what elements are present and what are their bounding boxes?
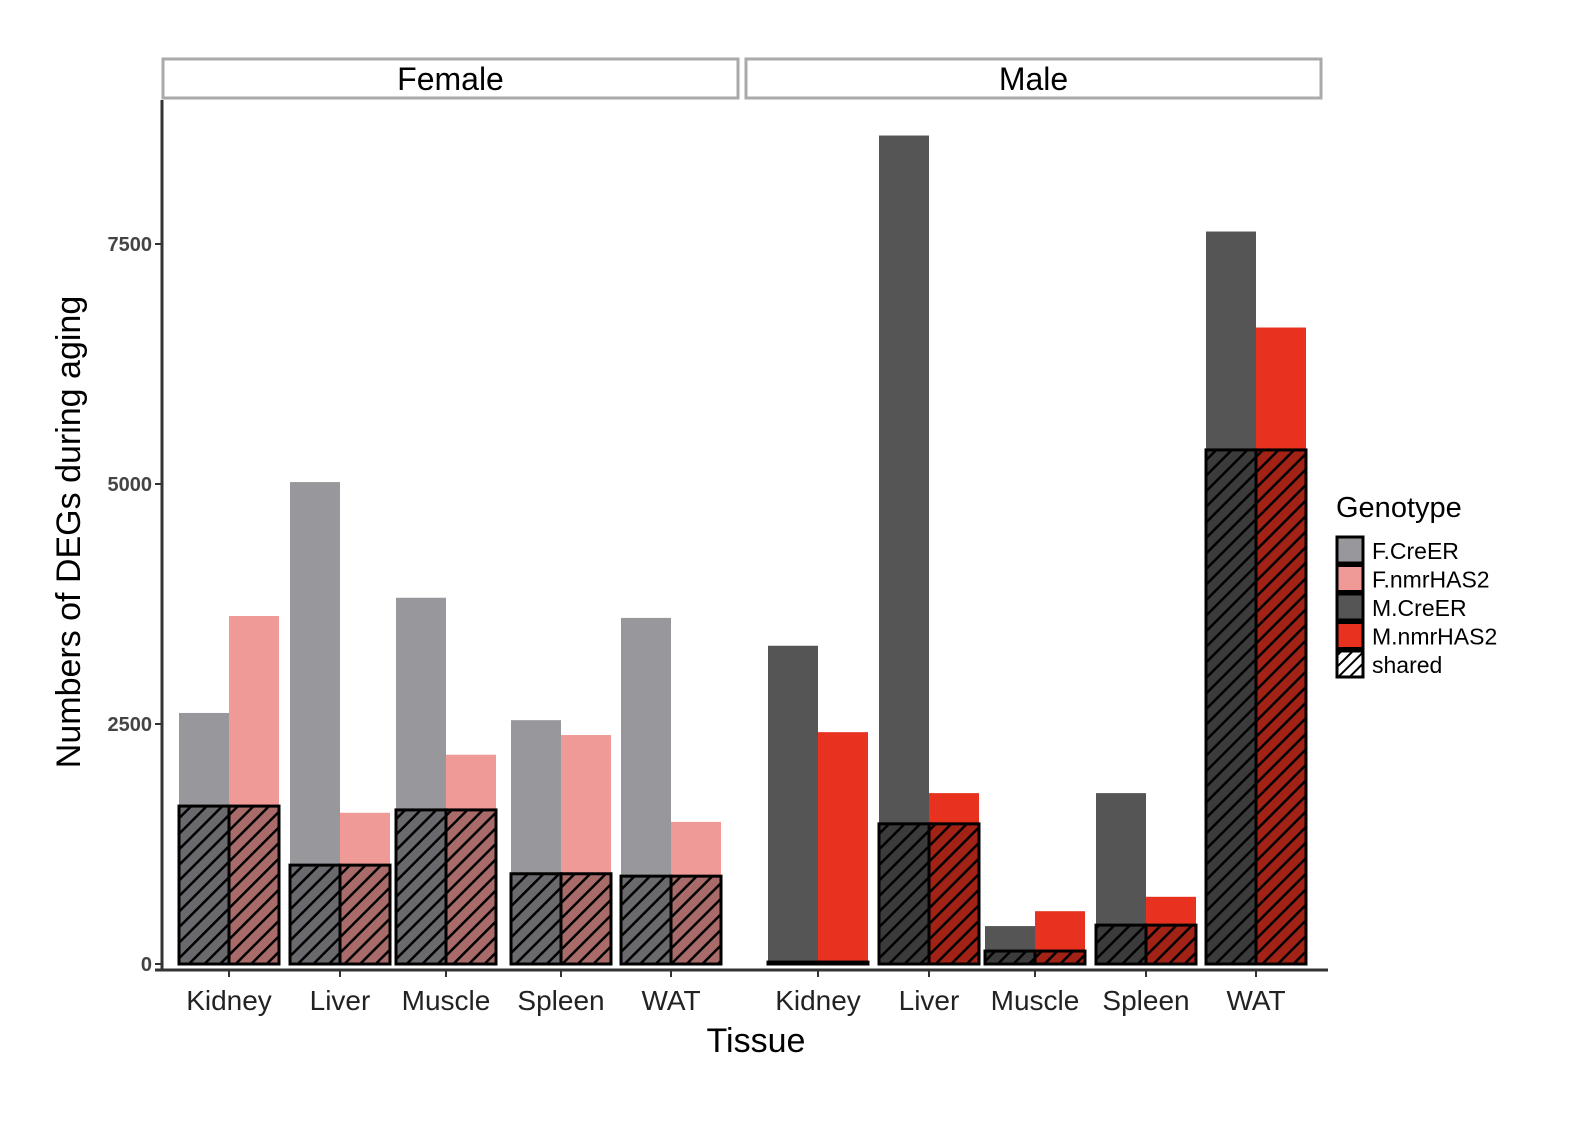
bar-shared-female-liver xyxy=(338,863,392,966)
legend-label: shared xyxy=(1372,652,1442,678)
x-tick-label: Spleen xyxy=(1102,985,1189,1016)
x-tick-label: Kidney xyxy=(775,985,861,1016)
legend-label: F.CreER xyxy=(1372,538,1459,564)
x-tick-label: WAT xyxy=(1226,985,1285,1016)
x-axis-label: Tissue xyxy=(707,1022,806,1060)
legend-swatch-m-nmrhas2 xyxy=(1335,621,1365,650)
bar-shared-female-spleen xyxy=(559,872,613,966)
legend-label: M.nmrHAS2 xyxy=(1372,624,1497,650)
y-tick-label: 0 xyxy=(141,954,152,976)
facet-strip-male xyxy=(744,57,1323,100)
bar-shared-male-muscle xyxy=(983,949,1037,966)
y-tick-label: 2500 xyxy=(108,714,153,736)
bar-shared-female-muscle xyxy=(394,808,448,966)
bar-shared-female-kidney xyxy=(227,804,281,966)
bar-shared-male-muscle xyxy=(1033,949,1087,966)
legend-swatch-shared xyxy=(1335,649,1365,679)
bar-shared-female-wat xyxy=(669,874,723,966)
legend-swatch-f-nmrhas2 xyxy=(1335,564,1365,593)
x-tick-label: Spleen xyxy=(517,985,604,1016)
bar-shared-male-spleen xyxy=(1094,923,1148,966)
legend-title: Genotype xyxy=(1336,492,1462,524)
bar-shared-male-spleen xyxy=(1144,923,1198,966)
bar-M.CreER-kidney xyxy=(768,645,818,964)
x-tick-label: WAT xyxy=(641,985,700,1016)
bar-shared-female-liver xyxy=(288,863,342,966)
bar-shared-female-wat xyxy=(619,874,673,966)
bar-shared-male-liver xyxy=(877,822,931,966)
y-tick-label: 5000 xyxy=(108,474,153,496)
legend-label: F.nmrHAS2 xyxy=(1372,567,1490,593)
legend-label: M.CreER xyxy=(1372,595,1467,621)
bar-shared-female-spleen xyxy=(509,872,563,966)
x-tick-label: Kidney xyxy=(186,985,272,1016)
facet-label: Male xyxy=(999,61,1068,97)
bar-shared-female-kidney xyxy=(177,804,231,966)
x-tick-label: Muscle xyxy=(402,985,491,1016)
x-tick-label: Muscle xyxy=(991,985,1080,1016)
bar-shared-male-kidney xyxy=(816,960,870,966)
x-tick-label: Liver xyxy=(310,985,371,1016)
bar-shared-male-wat xyxy=(1204,448,1258,966)
facet-label: Female xyxy=(397,61,504,97)
facet-strip-female xyxy=(161,57,740,100)
bar-shared-male-wat xyxy=(1254,448,1308,966)
y-tick-label: 7500 xyxy=(108,234,153,256)
bar-M.nmrHAS2-kidney xyxy=(818,732,868,964)
bar-shared-female-muscle xyxy=(444,808,498,966)
bar-shared-male-kidney xyxy=(766,960,820,966)
y-axis-label: Numbers of DEGs during aging xyxy=(50,296,88,768)
legend-swatch-m-creer xyxy=(1335,592,1365,622)
legend-swatch-f-creer xyxy=(1335,535,1365,565)
bar-shared-male-liver xyxy=(927,822,981,966)
x-tick-label: Liver xyxy=(899,985,960,1016)
